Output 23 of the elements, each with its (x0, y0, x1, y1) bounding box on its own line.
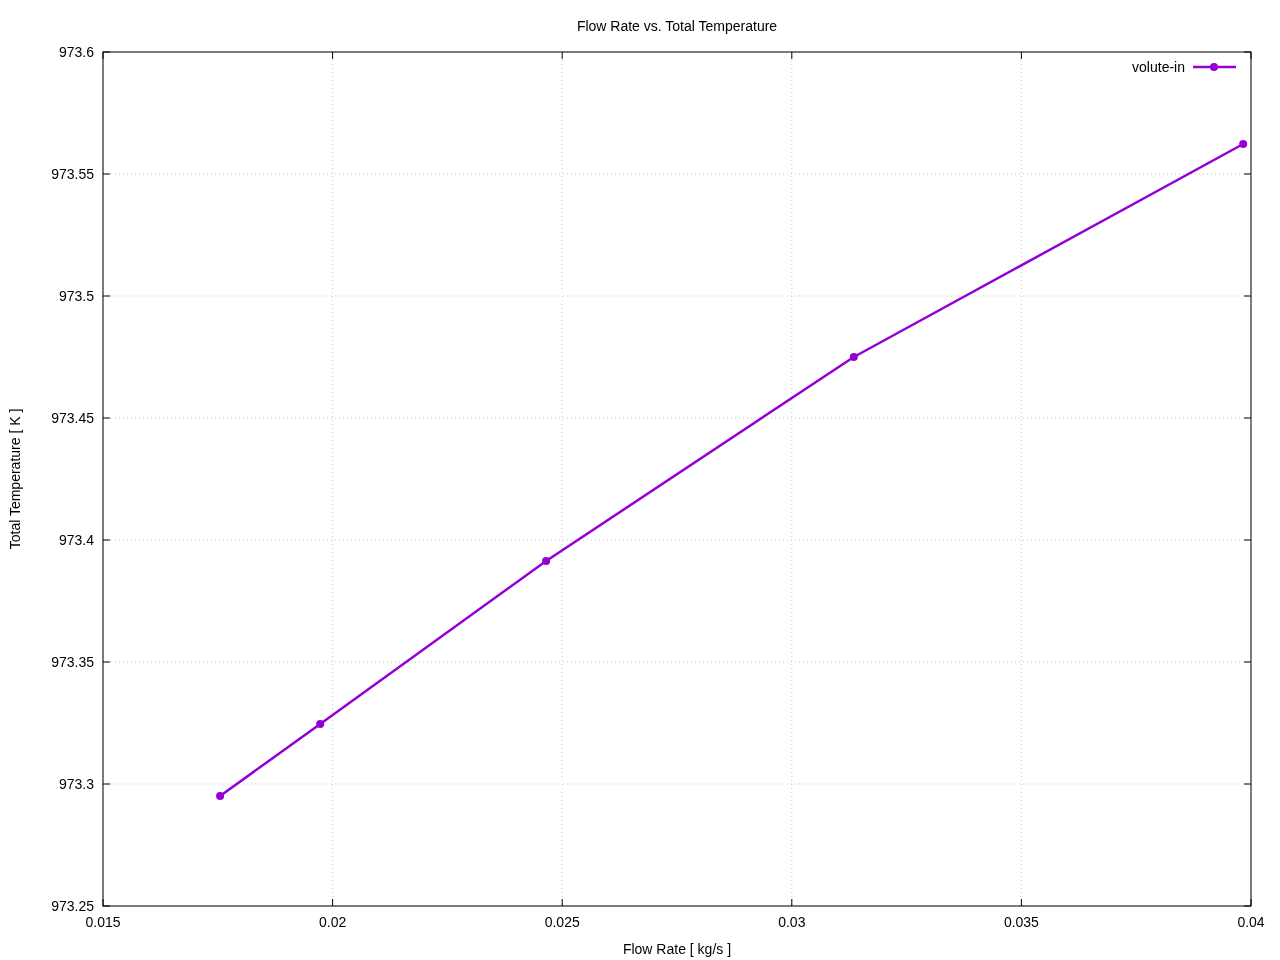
x-tick-label: 0.04 (1237, 914, 1265, 930)
x-tick-label: 0.02 (318, 914, 347, 930)
y-tick-label: 973.35 (51, 654, 95, 670)
y-tick-label: 973.5 (58, 288, 95, 304)
y-tick-label: 973.55 (51, 166, 95, 182)
point (1239, 139, 1248, 148)
y-tick-label: 973.4 (58, 532, 95, 548)
x-tick-label: 0.03 (778, 914, 806, 930)
point (316, 719, 325, 728)
chart-title: Flow Rate vs. Total Temperature (576, 18, 778, 34)
y-axis-title: Total Temperature [ K ] (7, 408, 23, 550)
y-tick-label: 973.3 (58, 776, 95, 792)
point (849, 353, 858, 361)
x-tick-label: 0.025 (544, 914, 580, 930)
y-tick-label: 973.25 (51, 898, 95, 914)
x-axis-title: Flow Rate [ kg/s ] (622, 941, 732, 957)
x-tick-label: 0.035 (1003, 914, 1040, 930)
x-tick-label: 0.015 (85, 914, 121, 930)
point (542, 556, 551, 565)
point (216, 791, 225, 800)
y-tick-label: 973.6 (58, 44, 95, 60)
y-tick-label: 973.45 (51, 410, 95, 426)
legend-label: volute-in (1132, 59, 1185, 75)
